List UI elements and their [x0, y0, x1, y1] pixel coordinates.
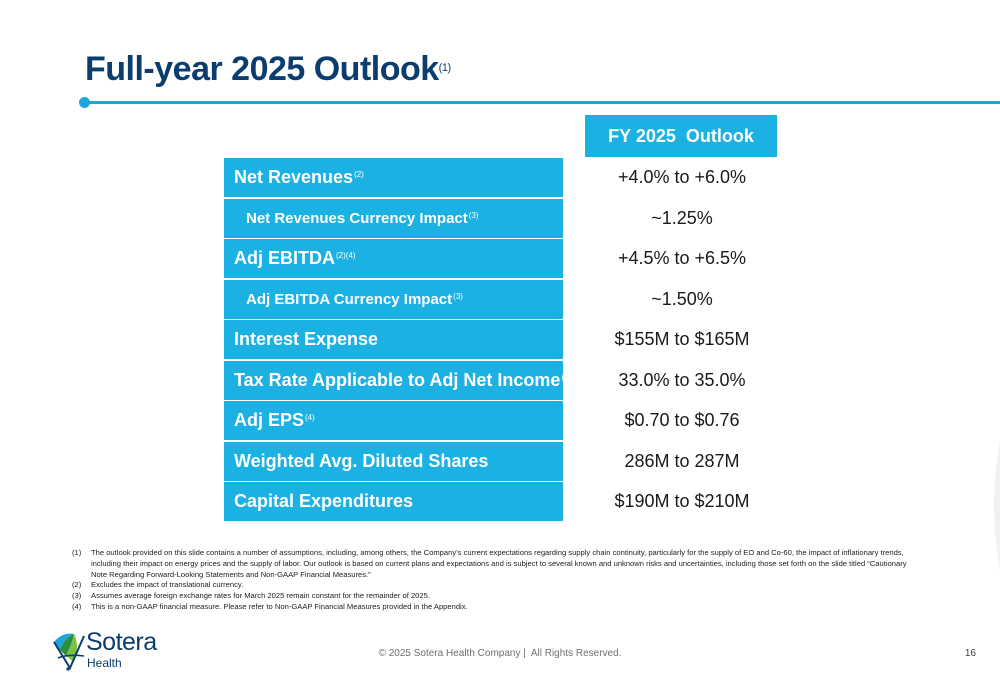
- slide-title-text: Full-year 2025 Outlook: [85, 50, 439, 88]
- title-footnote-marker: (1): [438, 62, 451, 74]
- row-label: Net Revenues (2): [224, 158, 563, 197]
- table-row: Adj EBITDA (2)(4) +4.5% to +6.5%: [224, 239, 780, 280]
- footnotes: (1) The outlook provided on this slide co…: [72, 548, 922, 613]
- row-label: Net Revenues Currency Impact (3): [224, 198, 563, 238]
- footnote-number: (3): [72, 591, 82, 601]
- row-label-text: Net Revenues: [234, 167, 354, 187]
- decorative-edge-shape: [994, 440, 1000, 570]
- row-value: $0.70 to $0.76: [624, 410, 740, 430]
- footnote-marker: (4): [561, 372, 572, 382]
- table-row: Adj EPS (4) $0.70 to $0.76: [224, 401, 780, 442]
- footnote-text: This is a non-GAAP financial measure. Pl…: [91, 601, 468, 611]
- table-row: Capital Expenditures $190M to $210M: [224, 482, 780, 523]
- footnote-text: Excludes the impact of translational cur…: [91, 580, 244, 590]
- row-label-text: Tax Rate Applicable to Adj Net Income: [234, 369, 561, 390]
- outlook-column-header: FY 2025 Outlook: [585, 115, 777, 157]
- row-value: ~1.25%: [651, 207, 713, 228]
- slide-title: Full-year 2025 Outlook(1): [85, 50, 451, 89]
- row-label: Tax Rate Applicable to Adj Net Income (4): [224, 360, 571, 400]
- sotera-health-logo-icon: [53, 633, 85, 671]
- footnote-number: (2): [72, 580, 82, 590]
- row-value: ~1.50%: [651, 288, 713, 309]
- table-row: Adj EBITDA Currency Impact (3) ~1.50%: [224, 279, 780, 321]
- footnote-marker: (2)(4): [336, 251, 356, 260]
- table-row: Interest Expense $155M to $165M: [224, 320, 780, 361]
- row-value: $190M to $210M: [614, 491, 750, 511]
- footnote-number: (1): [72, 548, 82, 557]
- footnote: (2) Excludes the impact of translational …: [72, 580, 922, 591]
- logo-wordmark: Sotera: [86, 628, 157, 656]
- outlook-table: Net Revenues (2) +4.0% to +6.0% Net Reven…: [224, 158, 780, 523]
- footnote-marker: (3): [453, 291, 463, 301]
- footnote-marker: (4): [305, 413, 315, 422]
- row-value: 33.0% to 35.0%: [618, 369, 746, 390]
- footnote: (4) This is a non-GAAP financial measure.…: [72, 602, 922, 613]
- footnote-marker: (3): [468, 210, 479, 220]
- row-value: +4.5% to +6.5%: [617, 248, 747, 268]
- copyright-text: © 2025 Sotera Health Company | All Right…: [378, 648, 622, 659]
- page-number: 16: [964, 648, 976, 659]
- row-label: Adj EBITDA Currency Impact (3): [224, 279, 563, 319]
- row-value: +4.0% to +6.0%: [617, 167, 747, 187]
- row-label-text: Interest Expense: [234, 329, 379, 349]
- row-label: Adj EBITDA (2)(4): [224, 239, 563, 278]
- row-label-text: Weighted Avg. Diluted Shares: [234, 450, 489, 471]
- title-underline: [84, 101, 1000, 104]
- footnote-text: Assumes average foreign exchange rates f…: [91, 591, 430, 601]
- footnote: (1) The outlook provided on this slide co…: [72, 548, 922, 580]
- table-row: Net Revenues (2) +4.0% to +6.0%: [224, 158, 780, 199]
- logo-subtitle: Health: [87, 656, 122, 670]
- footnote-number: (4): [72, 601, 82, 611]
- row-label-text: Capital Expenditures: [234, 491, 414, 511]
- footnote-marker: (2): [354, 170, 364, 179]
- row-label: Adj EPS (4): [224, 401, 563, 440]
- row-value: $155M to $165M: [614, 329, 750, 349]
- row-label-text: Net Revenues Currency Impact: [246, 209, 468, 227]
- footnote: (3) Assumes average foreign exchange rate…: [72, 591, 922, 602]
- row-value: 286M to 287M: [624, 450, 740, 471]
- table-row: Tax Rate Applicable to Adj Net Income (4)…: [224, 360, 780, 402]
- row-label: Interest Expense: [224, 320, 563, 359]
- row-label: Weighted Avg. Diluted Shares: [224, 441, 563, 481]
- table-row: Net Revenues Currency Impact (3) ~1.25%: [224, 198, 780, 240]
- row-label-text: Adj EBITDA Currency Impact: [246, 290, 453, 308]
- title-underline-dot: [79, 97, 90, 108]
- table-row: Weighted Avg. Diluted Shares 286M to 287…: [224, 441, 780, 483]
- row-label: Capital Expenditures: [224, 482, 563, 521]
- row-label-text: Adj EPS: [234, 410, 305, 430]
- row-label-text: Adj EBITDA: [234, 248, 335, 268]
- footnote-text: The outlook provided on this slide conta…: [91, 548, 907, 579]
